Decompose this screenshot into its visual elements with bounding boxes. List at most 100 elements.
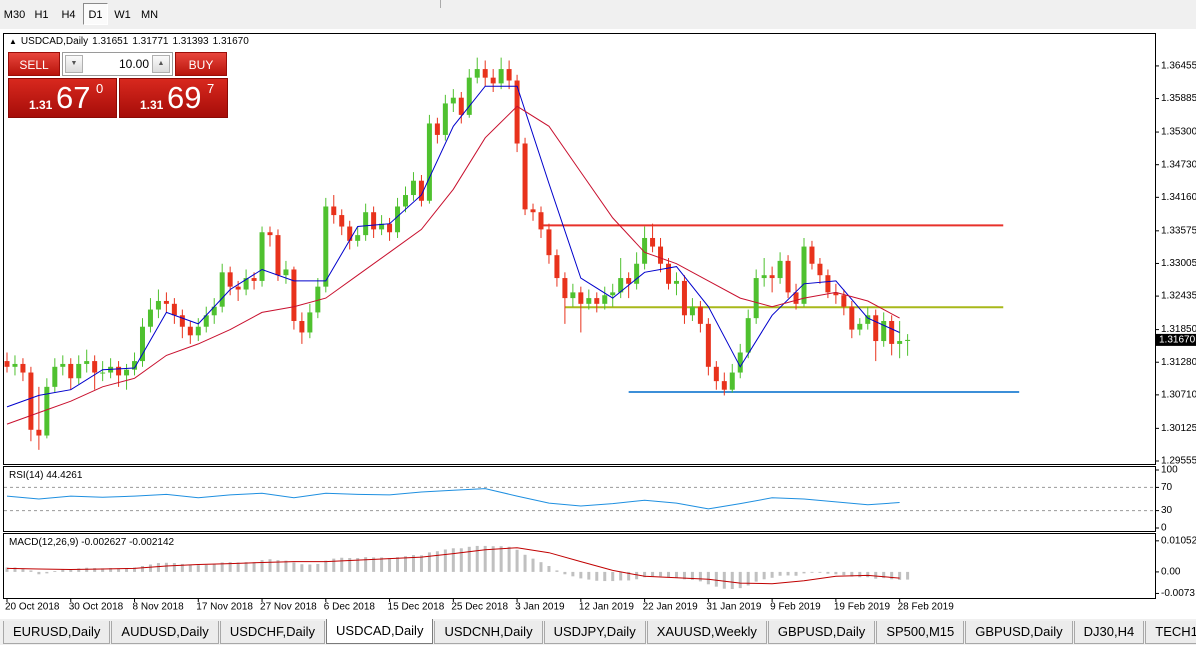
candle-body: [283, 269, 289, 276]
candle-body: [251, 278, 257, 281]
macd-bar: [260, 560, 264, 572]
macd-bar: [316, 563, 320, 572]
candle-body: [203, 315, 209, 327]
macd-bar: [220, 562, 224, 572]
y-tick-label: 1.31850: [1161, 324, 1196, 335]
macd-bar: [651, 571, 655, 577]
ask-big: 1.31: [140, 98, 164, 112]
collapse-icon[interactable]: ▲: [9, 37, 17, 46]
macd-bar: [603, 571, 607, 582]
candle-body: [729, 372, 735, 390]
candle-body: [777, 260, 783, 279]
candle-body: [84, 361, 90, 364]
macd-bar: [13, 567, 17, 572]
x-tick-label: 28 Feb 2019: [898, 602, 955, 613]
x-tick-label: 17 Nov 2018: [196, 602, 253, 613]
candle-body: [68, 363, 74, 379]
chart-tab[interactable]: TECH100,I: [1145, 621, 1196, 644]
y-tick-label: 100: [1161, 465, 1178, 476]
timeframe-button[interactable]: MN: [140, 9, 159, 21]
timeframe-toolbar: M30 H1 H4 D1 W1 MN: [0, 0, 1196, 29]
timeframe-button[interactable]: H1: [34, 9, 49, 21]
timeframe-button[interactable]: D1: [83, 3, 108, 25]
current-price-label: 1.31670: [1159, 335, 1196, 346]
macd-bar: [579, 571, 583, 579]
macd-bar: [332, 558, 336, 572]
y-tick-label: 1.30710: [1161, 390, 1196, 401]
macd-bar: [244, 562, 248, 572]
chart-tab[interactable]: GBPUSD,Daily: [767, 621, 876, 644]
macd-bar: [475, 545, 479, 572]
y-tick-label: 0.00: [1161, 567, 1181, 578]
candle-body: [562, 278, 568, 299]
candle-body: [586, 298, 592, 304]
y-tick-label: 1.33005: [1161, 258, 1196, 269]
candle-body: [403, 195, 408, 207]
volume-value[interactable]: 10.00: [118, 57, 149, 71]
sell-button[interactable]: SELL: [8, 52, 60, 76]
macd-bar: [148, 564, 152, 572]
chart-tab[interactable]: USDCNH,Daily: [434, 621, 543, 644]
timeframe-button[interactable]: W1: [114, 9, 131, 21]
chart-tab[interactable]: USDCAD,Daily: [326, 619, 434, 644]
macd-bar: [770, 571, 774, 578]
candle-body: [721, 381, 727, 390]
candle-body: [841, 295, 847, 307]
volume-down[interactable]: ▼: [65, 55, 83, 73]
macd-bar: [850, 571, 854, 577]
chart-tab[interactable]: GBPUSD,Daily: [965, 621, 1073, 644]
candle-body: [769, 275, 775, 279]
macd-bar: [507, 546, 511, 572]
chart-tab[interactable]: EURUSD,Daily: [3, 621, 111, 644]
timeframe-button[interactable]: H4: [61, 9, 76, 21]
macd-bar: [443, 549, 447, 572]
buy-button[interactable]: BUY: [175, 52, 227, 76]
candle-body: [626, 278, 632, 284]
macd-bar: [276, 560, 280, 572]
chart-tab[interactable]: USDJPY,Daily: [543, 621, 646, 644]
volume-up[interactable]: ▲: [152, 55, 170, 73]
macd-bar: [730, 571, 734, 590]
ask-quote[interactable]: 1.31 69 7: [119, 78, 228, 118]
candle-body: [490, 77, 496, 84]
macd-bar: [268, 559, 272, 572]
bid-quote[interactable]: 1.31 67 0: [8, 78, 117, 118]
volume-box[interactable]: ▼ 10.00 ▲: [62, 52, 173, 76]
chart-tab[interactable]: SP500,M15: [876, 621, 965, 644]
candle-body: [610, 292, 616, 296]
candle-body: [506, 69, 512, 81]
y-tick-label: 1.35885: [1161, 93, 1196, 104]
candle-body: [116, 366, 122, 376]
macd-label: MACD(12,26,9) -0.002627 -0.002142: [9, 537, 175, 548]
macd-bar: [858, 571, 862, 578]
chart-tab[interactable]: USDCHF,Daily: [219, 621, 326, 644]
candle-body: [474, 69, 480, 78]
macd-bar: [539, 562, 543, 572]
bid-point: 0: [96, 81, 104, 96]
chart-tab[interactable]: DJ30,H4: [1073, 621, 1145, 644]
macd-bar: [890, 571, 894, 580]
macd-bar: [180, 563, 184, 572]
candle-body: [211, 306, 217, 316]
chart-tab[interactable]: AUDUSD,Daily: [111, 621, 219, 644]
x-tick-label: 9 Feb 2019: [770, 602, 821, 613]
candle-body: [865, 315, 871, 324]
candle-body: [299, 321, 305, 333]
rsi-panel-frame: [3, 466, 1156, 532]
chart-tab[interactable]: XAUUSD,Weekly: [646, 621, 767, 644]
macd-bar: [690, 571, 694, 580]
macd-bar: [228, 562, 232, 572]
chart-background: [0, 29, 1196, 619]
bid-pips: 67: [56, 80, 91, 115]
timeframe-button[interactable]: M30: [3, 9, 26, 21]
moving-average: [6, 105, 900, 425]
macd-bar: [722, 571, 726, 589]
candle-body: [753, 278, 759, 319]
y-tick-label: 30: [1161, 505, 1173, 516]
macd-bar: [77, 568, 81, 572]
y-tick-label: 1.33575: [1161, 225, 1196, 236]
macd-bar: [659, 571, 663, 577]
macd-bar: [874, 571, 878, 579]
macd-bar: [778, 571, 782, 576]
